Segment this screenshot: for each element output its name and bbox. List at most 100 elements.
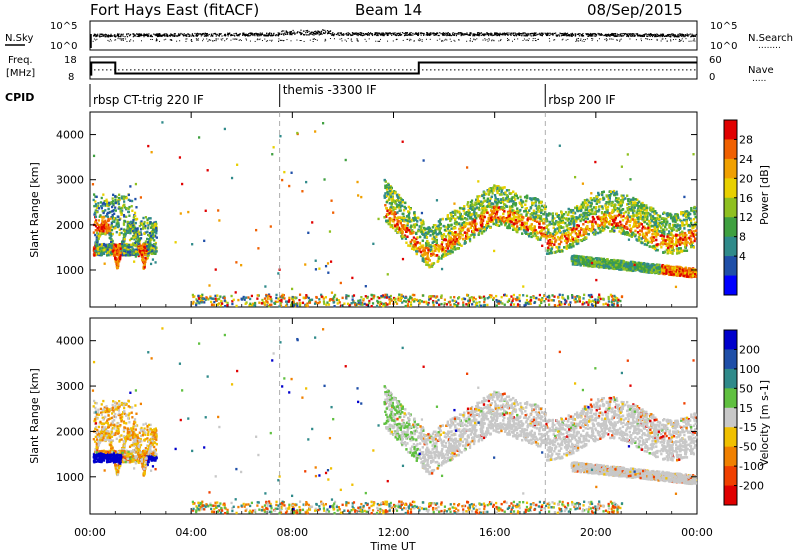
nsky-point — [483, 33, 485, 35]
nsearch-point — [575, 39, 577, 41]
nsky-point — [375, 32, 377, 34]
nsearch-point — [312, 38, 314, 40]
nsky-point — [603, 34, 605, 37]
nsearch-point — [486, 39, 488, 41]
nsearch-point — [406, 38, 408, 40]
nsky-point — [169, 35, 172, 37]
nsky-point — [549, 34, 551, 36]
nsky-point — [437, 34, 439, 37]
nsky-point — [404, 33, 406, 35]
nsearch-point — [469, 38, 471, 40]
nsky-point — [675, 35, 678, 37]
nsky-point — [242, 34, 244, 36]
nsky-point — [679, 35, 681, 37]
nsky-point — [525, 34, 527, 36]
nsky-point — [622, 35, 625, 37]
nsky-point — [122, 35, 124, 37]
nsky-point — [580, 35, 582, 37]
nsearch-point — [329, 38, 331, 40]
nsky-point — [368, 34, 370, 36]
nsky-point — [361, 35, 363, 37]
echo-cell — [136, 227, 139, 230]
echo-cell — [133, 236, 136, 239]
nsky-point — [616, 35, 618, 37]
nsearch-point — [579, 39, 581, 41]
nsky-point — [263, 34, 265, 36]
nsearch-point — [257, 38, 259, 40]
nsky-point — [242, 32, 244, 35]
nsky-point — [567, 35, 569, 37]
nsearch-point — [646, 38, 648, 40]
echo-cell — [118, 251, 122, 255]
echo-cell — [143, 260, 146, 264]
nsky-point — [173, 33, 175, 35]
nsky-point — [412, 32, 414, 34]
nsky-point — [154, 34, 156, 36]
nsearch-point — [591, 38, 593, 40]
nsearch-point — [169, 39, 171, 41]
nsky-point — [487, 33, 489, 35]
nsky-point — [283, 34, 285, 36]
nsearch-point — [690, 40, 692, 42]
nsky-point — [119, 35, 122, 37]
nsearch-point — [612, 38, 614, 40]
nsky-point — [126, 36, 129, 38]
nsky-point — [494, 34, 497, 36]
echo-cell — [117, 202, 121, 206]
nsky-point — [181, 33, 183, 35]
nsky-point — [271, 34, 273, 36]
nsky-point — [482, 33, 484, 35]
nsky-point — [367, 33, 369, 35]
nsky-point — [362, 32, 365, 35]
nsky-point — [258, 35, 260, 37]
nsky-point — [347, 32, 349, 34]
nsearch-point — [675, 38, 677, 40]
nsky-point — [371, 33, 373, 36]
nsky-point — [572, 33, 574, 36]
echo-cell — [107, 227, 111, 230]
nsky-point — [93, 35, 95, 37]
nsearch-point — [387, 40, 389, 42]
nsky-point — [472, 34, 474, 36]
nsky-point — [149, 35, 151, 37]
nsky-point — [646, 35, 648, 37]
nsky-point — [429, 32, 431, 34]
echo-cell — [146, 221, 149, 225]
nsky-point — [587, 35, 589, 37]
nsearch-point — [417, 39, 419, 41]
nsky-point — [273, 33, 275, 35]
echo-cell — [99, 201, 102, 204]
echo-cell — [107, 211, 110, 214]
nsky-point — [656, 33, 658, 35]
nsearch-point — [119, 38, 121, 40]
echo-cell — [100, 196, 103, 200]
echo-cell — [147, 227, 150, 230]
nsearch-point — [259, 38, 261, 40]
nsky-point — [626, 35, 628, 37]
nsky-point — [104, 33, 107, 35]
nsky-point — [620, 33, 622, 35]
nsky-point — [267, 35, 269, 37]
nsearch-point — [640, 38, 642, 40]
nsearch-point — [316, 39, 318, 41]
nsky-point — [212, 35, 214, 37]
nsearch-point — [150, 38, 152, 40]
nsky-point — [328, 32, 330, 34]
nsky-point — [387, 33, 389, 36]
nsearch-point — [421, 40, 423, 42]
echo-cell — [124, 254, 127, 257]
nsky-point — [285, 30, 287, 32]
nsky-point — [449, 34, 451, 37]
nsky-point — [652, 34, 654, 36]
nsky-point — [442, 33, 445, 36]
nsearch-point — [256, 39, 258, 41]
nsky-point — [337, 32, 339, 34]
nsky-point — [627, 35, 629, 37]
nsky-point — [522, 33, 524, 35]
nsearch-point — [197, 38, 199, 40]
nsky-point — [207, 34, 209, 36]
nsearch-point — [212, 40, 214, 42]
nsky-point — [195, 35, 197, 37]
nsearch-point — [453, 39, 455, 41]
nsky-point — [564, 34, 566, 37]
